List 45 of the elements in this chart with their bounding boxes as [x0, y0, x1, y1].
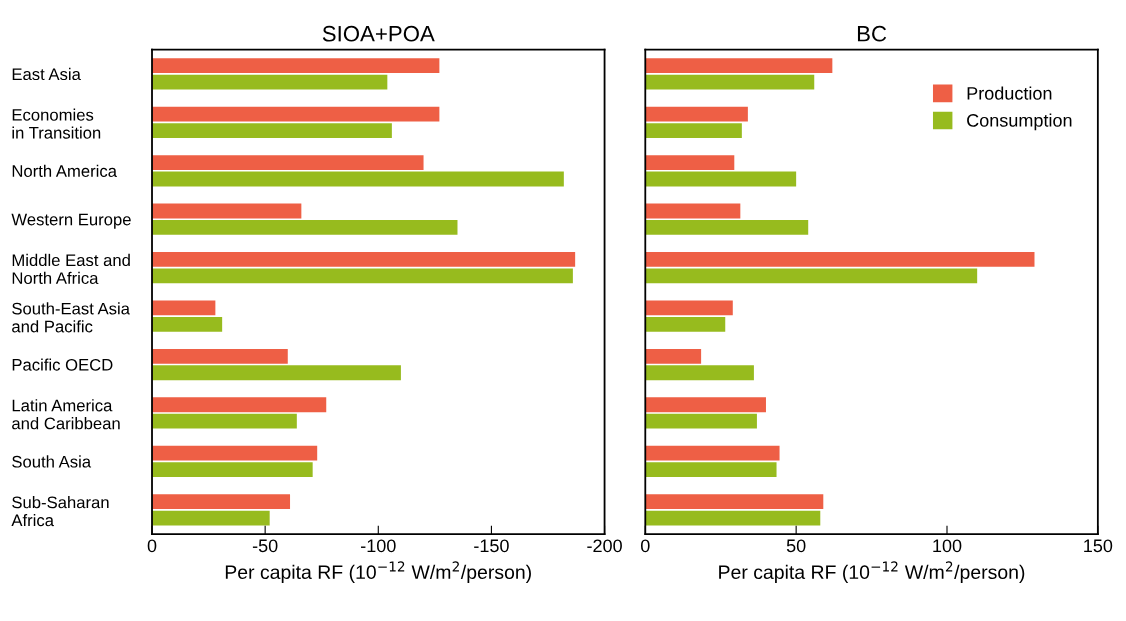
y-tick-label: Middle East and North Africa: [12, 253, 130, 285]
x-tick-label: 50: [786, 539, 806, 553]
y-tick-label: Latin America and Caribbean: [12, 399, 120, 430]
y-tick-label: Economies in Transition: [12, 108, 101, 139]
bar: [645, 74, 815, 90]
bar: [645, 397, 766, 413]
y-tick-label: Pacific OECD: [12, 358, 113, 371]
legend-label: Production: [967, 86, 1052, 100]
chart-title: SIOA+POA: [322, 25, 435, 42]
bar: [645, 268, 978, 284]
bar: [645, 123, 742, 138]
bar: [645, 510, 821, 526]
x-axis-title: Per capita RF (10$^{−12}$ W/m$^{2}$/person): [225, 561, 531, 583]
x-tick-label: -50: [252, 539, 278, 553]
bar: [645, 106, 748, 122]
bar: [645, 220, 809, 235]
x-tick-label: -100: [361, 539, 396, 553]
bar: [645, 58, 833, 74]
bar: [645, 300, 733, 316]
bar: [645, 348, 702, 364]
y-tick-label: North America: [12, 164, 117, 177]
legend-label: Consumption: [967, 113, 1072, 131]
y-tick-label: South-East Asia and Pacific: [12, 302, 130, 333]
y-tick-label: East Asia: [12, 67, 81, 81]
x-tick-label: 0: [147, 539, 157, 553]
x-axis-title: Per capita RF (10$^{−12}$ W/m$^{2}$/person): [719, 561, 1025, 583]
bar: [645, 155, 735, 170]
x-tick-label: 0: [640, 539, 650, 553]
y-tick-label: Western Europe: [11, 213, 131, 229]
y-tick-label: Sub-Saharan Africa: [11, 496, 109, 527]
bar: [645, 171, 797, 187]
bar: [645, 203, 741, 219]
bar: [645, 445, 780, 461]
bar: [645, 365, 754, 381]
x-tick-label: 150: [1084, 539, 1113, 553]
bar: [645, 316, 726, 332]
chart-title: BC: [857, 25, 887, 42]
y-tick-label: South Asia: [12, 455, 92, 468]
x-tick-label: -200: [587, 539, 622, 553]
bar: [645, 252, 1035, 267]
x-tick-label: -150: [474, 539, 509, 553]
bar: [645, 413, 757, 429]
bar: [645, 462, 777, 478]
bar: [645, 494, 824, 510]
x-tick-label: 100: [933, 539, 962, 553]
